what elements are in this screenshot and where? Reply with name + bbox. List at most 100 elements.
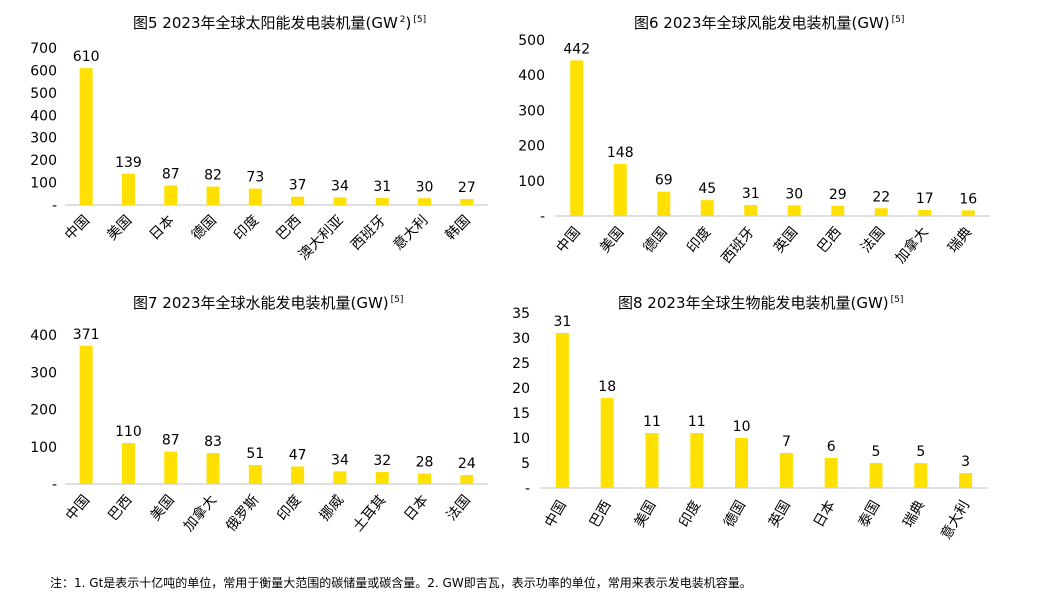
- y-tick-label: 300: [30, 365, 57, 381]
- x-tick-label: 中国: [554, 224, 584, 256]
- bar: [79, 345, 93, 484]
- bar: [333, 471, 347, 484]
- chart5-solar: -100200300400500600700610中国139美国87日本82德国…: [30, 41, 488, 263]
- bar: [700, 200, 714, 216]
- y-tick-label: 25: [512, 356, 530, 372]
- chart8-title-ref: [5]: [890, 295, 904, 305]
- chart8-title-text: 图8 2023年全球生物能发电装机量(GW): [618, 294, 889, 312]
- bar: [79, 68, 93, 205]
- y-tick-label: 400: [518, 68, 545, 84]
- data-label: 30: [416, 179, 434, 195]
- y-tick-label: 35: [512, 306, 530, 322]
- x-tick-label: 法国: [858, 224, 888, 256]
- x-tick-label: 美国: [632, 498, 660, 530]
- chart7-title-text: 图7 2023年全球水能发电装机量(GW): [133, 294, 389, 312]
- data-label: 5: [916, 444, 925, 460]
- bar: [121, 443, 135, 484]
- bar: [824, 458, 838, 488]
- data-label: 11: [643, 414, 661, 430]
- x-tick-label: 印度: [676, 498, 704, 530]
- data-label: 69: [655, 173, 673, 189]
- data-label: 83: [204, 434, 222, 450]
- bar: [600, 398, 614, 488]
- data-label: 10: [733, 419, 751, 435]
- y-tick-label: 15: [512, 406, 530, 422]
- bar: [779, 453, 793, 488]
- bar: [164, 185, 178, 205]
- data-label: 18: [598, 379, 616, 395]
- y-tick-label: 200: [518, 139, 545, 155]
- y-tick-label: 500: [518, 33, 545, 49]
- data-label: 32: [373, 453, 391, 469]
- bar: [418, 198, 432, 205]
- chart5-title-text: 图5 2023年全球太阳能发电装机量(GW: [133, 14, 398, 32]
- x-tick-label: 意大利: [937, 498, 973, 543]
- bar: [291, 196, 305, 205]
- data-label: 22: [872, 189, 890, 205]
- data-label: 610: [73, 49, 100, 65]
- data-label: 31: [373, 179, 391, 195]
- bar: [961, 210, 975, 216]
- bar: [874, 208, 888, 216]
- bar: [690, 433, 704, 488]
- bar: [206, 453, 220, 484]
- data-label: 110: [115, 424, 142, 440]
- data-label: 148: [607, 145, 634, 161]
- y-tick-label: 400: [30, 328, 57, 344]
- x-tick-label: 西班牙: [719, 224, 758, 266]
- chart5-title-superscript: 2: [399, 15, 406, 25]
- chart8-title: 图8 2023年全球生物能发电装机量(GW) [5]: [618, 292, 903, 313]
- data-label: 16: [959, 191, 977, 207]
- bar: [914, 463, 928, 488]
- bar: [918, 210, 932, 216]
- y-tick-label: 100: [30, 176, 57, 192]
- y-tick-label: 30: [512, 331, 530, 347]
- bar: [248, 465, 262, 484]
- y-tick-label: 500: [30, 86, 57, 102]
- y-tick-label: -: [540, 209, 545, 225]
- y-tick-label: 400: [30, 108, 57, 124]
- bar: [645, 433, 659, 488]
- footnote: 注：1. Gt是表示十亿吨的单位，常用于衡量大范围的碳储量或碳含量。2. GW即…: [50, 576, 752, 590]
- x-tick-label: 巴西: [587, 498, 615, 530]
- x-tick-label: 日本: [811, 498, 839, 530]
- x-tick-label: 瑞典: [900, 498, 928, 530]
- bar: [375, 198, 389, 205]
- bar: [121, 173, 135, 205]
- data-label: 47: [289, 447, 307, 463]
- y-tick-label: -: [525, 481, 530, 497]
- data-label: 31: [553, 314, 571, 330]
- x-tick-label: 中国: [542, 498, 570, 530]
- data-label: 6: [827, 439, 836, 455]
- bar: [555, 333, 569, 488]
- y-tick-label: 20: [512, 381, 530, 397]
- chart6-title-ref: [5]: [891, 15, 905, 25]
- y-tick-label: 300: [518, 103, 545, 119]
- bar: [375, 472, 389, 484]
- bar: [613, 163, 627, 216]
- x-tick-label: 加拿大: [892, 224, 932, 267]
- data-label: 371: [73, 327, 100, 343]
- y-tick-label: 300: [30, 131, 57, 147]
- x-tick-label: 巴西: [815, 224, 845, 256]
- x-tick-label: 德国: [641, 224, 671, 256]
- data-label: 11: [688, 414, 706, 430]
- chart6-title-text: 图6 2023年全球风能发电装机量(GW): [634, 14, 890, 32]
- data-label: 7: [782, 434, 791, 450]
- data-label: 17: [916, 191, 934, 207]
- x-tick-label: 泰国: [856, 498, 884, 530]
- bar: [744, 205, 758, 216]
- bar: [418, 473, 432, 484]
- x-tick-label: 德国: [721, 498, 749, 530]
- x-tick-label: 印度: [684, 224, 714, 256]
- bar: [291, 466, 305, 484]
- y-tick-label: -: [52, 198, 57, 214]
- data-label: 5: [872, 444, 881, 460]
- data-label: 139: [115, 155, 142, 171]
- x-tick-label: 英国: [765, 498, 794, 531]
- chart5-title-close: ): [405, 14, 412, 32]
- data-label: 27: [458, 180, 476, 196]
- bar: [460, 198, 474, 205]
- data-label: 3: [961, 454, 970, 470]
